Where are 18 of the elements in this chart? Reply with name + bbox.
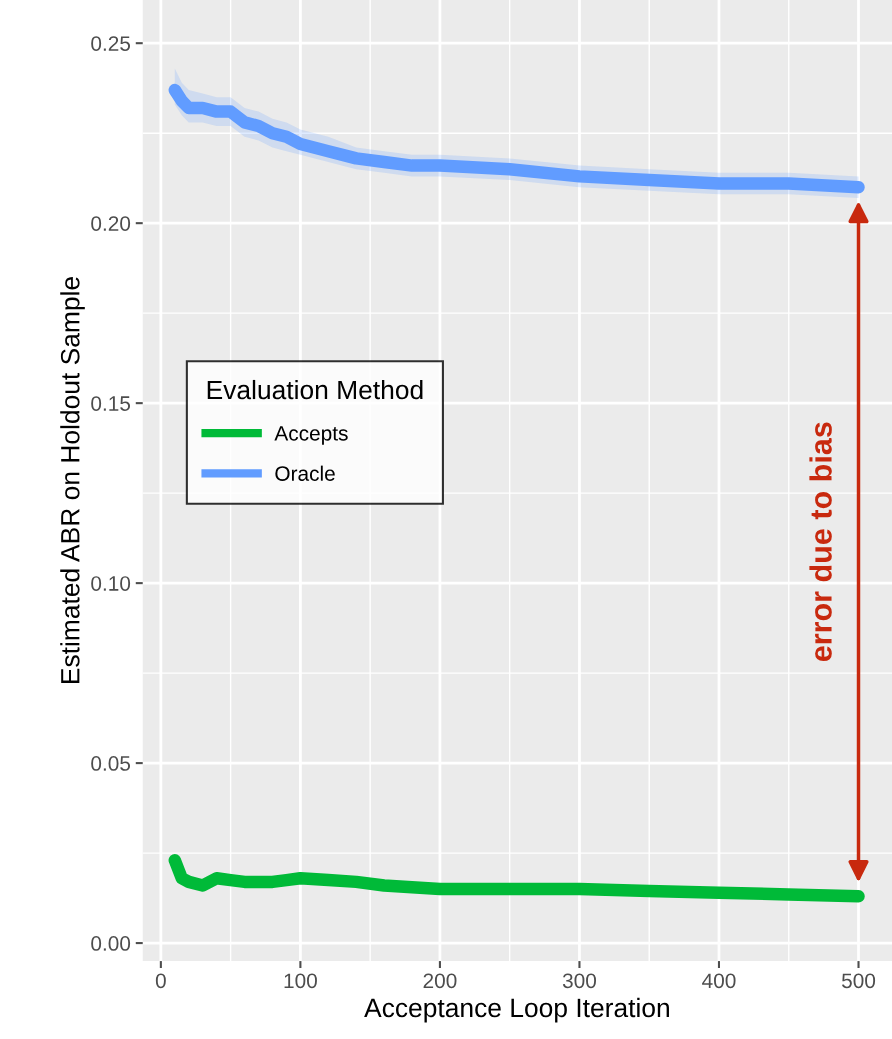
y-tick-label: 0.25 bbox=[91, 36, 131, 51]
x-tick-label: 300 bbox=[562, 973, 597, 989]
x-tick-label: 500 bbox=[841, 973, 876, 989]
x-axis-title: Acceptance Loop Iteration bbox=[364, 997, 669, 1023]
legend-title: Evaluation Method bbox=[207, 379, 423, 400]
y-tick-label: 0.00 bbox=[91, 936, 131, 951]
x-tick-label: 200 bbox=[423, 973, 457, 989]
y-tick-label: 0.20 bbox=[91, 216, 131, 231]
annotation: error due to bias bbox=[809, 422, 832, 662]
x-tick-label: 400 bbox=[702, 973, 736, 989]
y-tick-label: 0.15 bbox=[91, 396, 131, 411]
x-tick-label: 0 bbox=[155, 973, 166, 989]
legend-label: Oracle bbox=[275, 465, 335, 481]
legend-label: Accepts bbox=[274, 426, 348, 445]
y-tick-label: 0.10 bbox=[91, 576, 131, 591]
y-axis-title: Estimated ABR on Holdout Sample bbox=[60, 277, 85, 683]
x-tick-label: 100 bbox=[284, 973, 317, 989]
y-tick-label: 0.05 bbox=[91, 756, 131, 771]
